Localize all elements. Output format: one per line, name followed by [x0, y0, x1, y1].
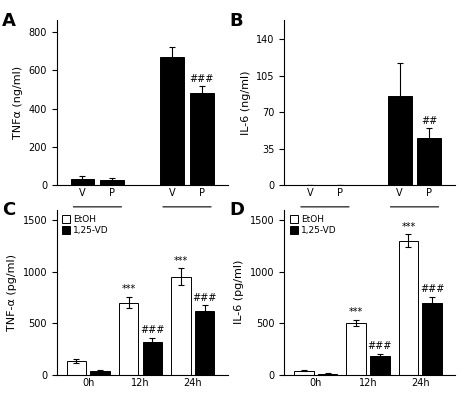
Text: ###: ### — [140, 325, 164, 335]
Bar — [370, 356, 390, 375]
Text: ##: ## — [421, 116, 438, 126]
Text: B: B — [230, 12, 244, 30]
Bar — [190, 93, 214, 185]
Bar — [399, 241, 418, 375]
Bar — [294, 371, 314, 375]
Text: A: A — [2, 12, 16, 30]
Y-axis label: IL-6 (ng/ml): IL-6 (ng/ml) — [241, 71, 251, 135]
Y-axis label: TNF-α (pg/ml): TNF-α (pg/ml) — [7, 253, 17, 331]
Text: LPS: LPS — [406, 220, 423, 230]
Bar — [160, 57, 184, 185]
Bar — [346, 323, 366, 375]
Bar — [171, 277, 191, 375]
Text: ***: *** — [349, 307, 363, 318]
Text: D: D — [230, 201, 245, 219]
Text: ***: *** — [174, 256, 188, 266]
Text: ***: *** — [121, 284, 136, 294]
Bar — [143, 342, 162, 375]
Bar — [100, 180, 124, 185]
Bar — [91, 371, 110, 375]
Bar — [67, 361, 86, 375]
Text: Cont: Cont — [86, 220, 109, 230]
Bar — [71, 179, 94, 185]
Text: Cont: Cont — [314, 220, 336, 230]
Legend: EtOH, 1,25-VD: EtOH, 1,25-VD — [289, 214, 337, 236]
Bar — [388, 96, 411, 185]
Text: ###: ### — [192, 293, 217, 303]
Y-axis label: TNFα (ng/ml): TNFα (ng/ml) — [13, 66, 23, 139]
Text: ###: ### — [368, 341, 392, 351]
Text: LPS: LPS — [178, 220, 196, 230]
Text: ***: *** — [401, 222, 416, 232]
Bar — [422, 303, 442, 375]
Legend: EtOH, 1,25-VD: EtOH, 1,25-VD — [62, 214, 109, 236]
Bar — [318, 374, 337, 375]
Text: C: C — [2, 201, 16, 219]
Bar — [418, 138, 441, 185]
Bar — [119, 303, 138, 375]
Text: ###: ### — [420, 284, 444, 294]
Text: ###: ### — [190, 74, 214, 83]
Bar — [195, 311, 214, 375]
Y-axis label: IL-6 (pg/ml): IL-6 (pg/ml) — [235, 260, 245, 324]
